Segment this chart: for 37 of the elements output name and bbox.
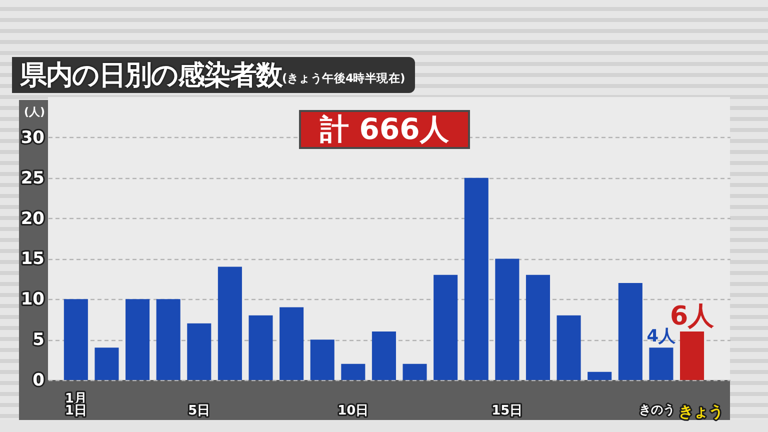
x-tick-label: 15日 [492,404,523,418]
bar [218,266,242,380]
bar [434,274,458,380]
bar [94,348,119,380]
chart-subtitle: (きょう午後4時半現在) [282,70,405,84]
y-tick-label: 0 [32,370,45,390]
bar [310,340,334,380]
bar [280,307,304,380]
bar [156,299,180,380]
y-tick-label: 30 [20,128,45,148]
y-tick-label: 15 [20,249,44,270]
bar [64,299,88,380]
bar [556,315,581,380]
bar [341,364,366,380]
bar [526,274,550,380]
x-tick-label: きのう [639,402,676,416]
y-tick-label: 25 [20,168,44,188]
bar [618,282,642,380]
bar [680,331,704,380]
annotation: 計 666人 [299,110,470,149]
bar [495,258,520,380]
x-tick-label: きょう [678,402,724,420]
bar [464,178,488,380]
bar [588,372,612,380]
bar [248,315,273,380]
y-tick-label: 20 [20,208,45,229]
y-axis-title: (人) [24,106,46,118]
bar [187,323,212,380]
bar [126,299,150,380]
bar [649,348,674,380]
bar [402,364,427,380]
x-tick-label: 10日 [338,404,369,418]
bar [372,331,396,380]
x-tick-label: 5日 [188,404,210,418]
y-tick-label: 5 [32,330,44,350]
chart-title: 県内の日別の感染者数 [20,59,282,93]
y-tick-label: 10 [20,290,45,310]
